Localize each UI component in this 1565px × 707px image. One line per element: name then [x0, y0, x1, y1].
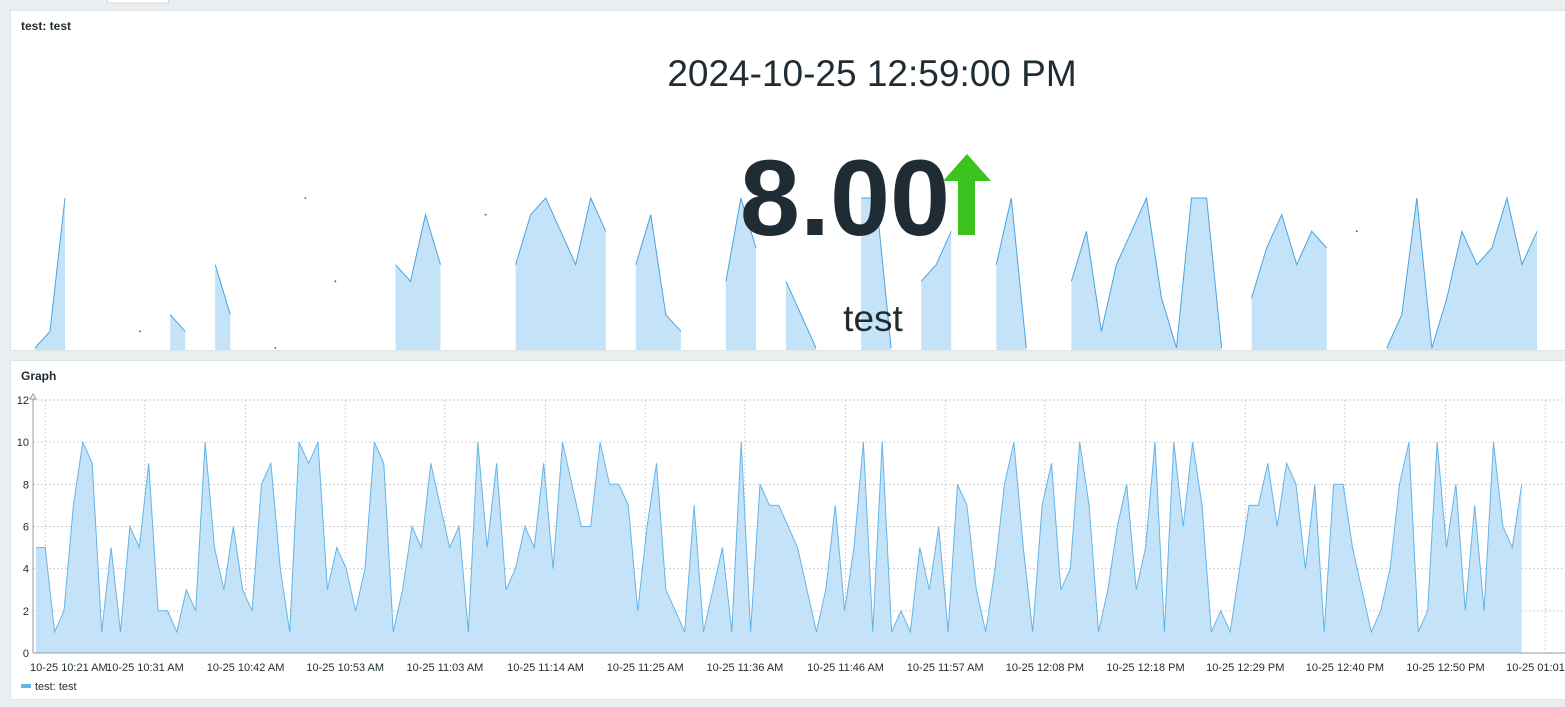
x-tick-label: 10-25 12:18 PM	[1106, 662, 1184, 674]
widget-title: Graph	[21, 369, 56, 383]
sparkline-area	[35, 198, 1537, 350]
x-tick-label: 10-25 10:21 AM	[30, 662, 108, 674]
legend-label: test: test	[35, 681, 77, 693]
x-tick-label: 10-25 11:03 AM	[406, 662, 483, 674]
x-tick-label: 10-25 01:01 PM	[1506, 662, 1565, 674]
x-tick-label: 10-25 11:57 AM	[907, 662, 984, 674]
item-units: test	[843, 298, 903, 339]
x-tick-label: 10-25 10:53 AM	[306, 662, 384, 674]
sparkline-point	[1355, 230, 1358, 233]
x-tick-label: 10-25 11:14 AM	[507, 662, 584, 674]
x-tick-label: 10-25 12:40 PM	[1306, 662, 1384, 674]
x-tick-label: 10-25 10:42 AM	[207, 662, 285, 674]
x-tick-label: 10-25 12:08 PM	[1006, 662, 1084, 674]
sparkline-point	[304, 197, 307, 199]
arrow	[943, 154, 991, 235]
y-tick-label: 2	[23, 606, 29, 618]
y-tick-label: 6	[23, 522, 29, 534]
x-tick-label: 10-25 11:46 AM	[807, 662, 884, 674]
x-tick-label: 10-25 11:36 AM	[706, 662, 783, 674]
sparkline-point	[274, 347, 277, 349]
y-tick-label: 12	[17, 395, 29, 407]
area	[35, 442, 1522, 653]
x-tick-label: 10-25 12:50 PM	[1406, 662, 1484, 674]
line	[35, 440, 1523, 634]
y-tick-label: 8	[23, 479, 29, 491]
x-tick-label: 10-25 10:31 AM	[106, 662, 184, 674]
x-tick-label: 10-25 11:25 AM	[607, 662, 684, 674]
widget-title: test: test	[21, 19, 71, 33]
sparkline-point	[334, 280, 337, 283]
y-tick-label: 10	[17, 437, 29, 449]
sparkline-line	[34, 196, 1538, 349]
sparkline	[34, 196, 1538, 350]
tab[interactable]	[107, 0, 169, 4]
change-indicator	[943, 154, 991, 235]
timestamp: 2024-10-25 12:59:00 PM	[667, 53, 1076, 94]
item-value: 8.00	[740, 137, 950, 258]
y-tick-label: 0	[23, 648, 29, 660]
sparkline-point	[484, 213, 487, 216]
sparkline-point	[139, 330, 142, 333]
x-tick-label: 10-25 12:29 PM	[1206, 662, 1284, 674]
axis-arrow	[29, 393, 37, 400]
legend-swatch	[21, 684, 31, 688]
y-tick-label: 4	[23, 564, 29, 576]
